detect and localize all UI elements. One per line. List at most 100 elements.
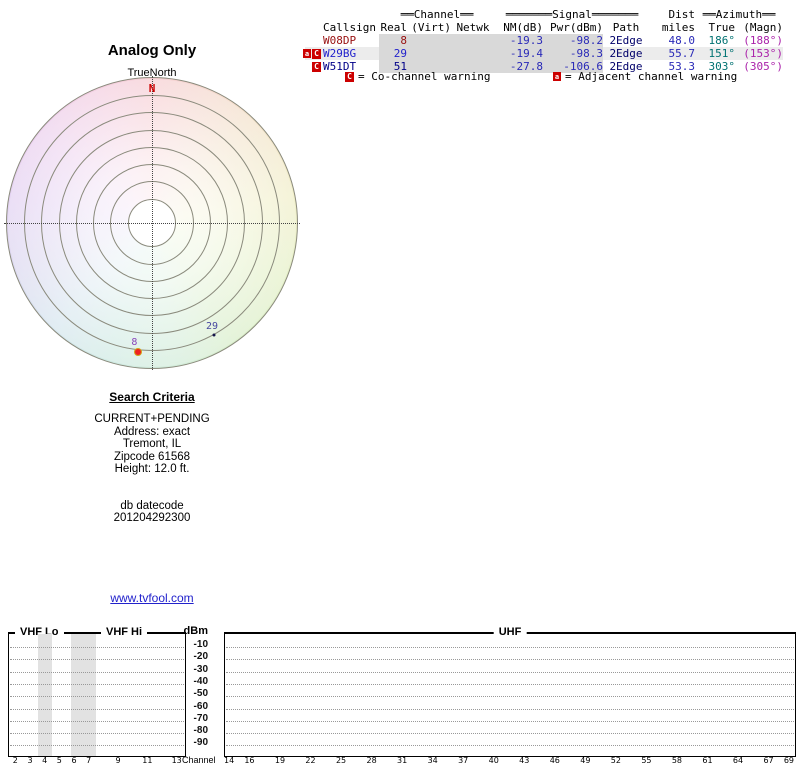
gridline <box>226 745 794 747</box>
gridline <box>10 733 184 735</box>
search-criteria-block: Search Criteria CURRENT+PENDING Address: … <box>32 390 272 525</box>
network-cell <box>451 60 495 73</box>
true-azimuth-cell: 151° <box>695 47 735 60</box>
channel-tick-label: 58 <box>671 756 683 765</box>
channel-tick-label: 19 <box>274 756 286 765</box>
column-header-cell: Path <box>612 21 640 34</box>
y-axis-tick-label: -40 <box>193 675 208 687</box>
table-group-header-row: ══Channel══ ═══════Signal═══════ Dist ══Azi… <box>305 8 783 21</box>
callsign-cell: W29BG <box>323 47 379 60</box>
channel-tick-label: 11 <box>142 756 153 765</box>
nm-db-cell: -19.3 <box>495 34 543 47</box>
table-row: C W51DT 51 -27.8 -106.6 2Edge 53.3 303° (305°) <box>305 60 783 73</box>
column-header-cell: Pwr(dBm) <box>550 21 603 34</box>
radar-crosshair-vertical <box>152 76 153 370</box>
channel-tick-label: 9 <box>115 756 121 765</box>
channel-tick-label: 22 <box>305 756 316 765</box>
channel-tick-label: 5 <box>56 756 62 765</box>
search-criteria-line: Height: 12.0 ft. <box>114 463 190 475</box>
legend-item: a = Adjacent channel warning <box>553 70 737 83</box>
vhf-hi-section-label: VHF Hi <box>101 626 148 638</box>
channel-tick-label: 40 <box>488 756 499 765</box>
search-criteria-line: Address: exact <box>113 425 191 438</box>
channel-tick-label: 52 <box>610 756 621 765</box>
real-channel-cell: 8 <box>379 34 407 47</box>
channel-tick-label: 31 <box>397 756 408 765</box>
distance-miles-cell: 48.0 <box>668 34 696 47</box>
y-axis-tick-label: -20 <box>193 651 208 663</box>
legend-text: = Co-channel warning <box>358 70 491 83</box>
adjacent-channel-warning-icon: a <box>553 72 561 81</box>
y-axis-tick-label: -80 <box>193 725 208 737</box>
gridline <box>226 733 794 735</box>
channel-tick-label: 2 <box>12 756 18 765</box>
distance-miles-cell: 55.7 <box>649 47 695 60</box>
column-header-cell: (Virt) <box>411 21 451 34</box>
gridline <box>10 647 184 648</box>
true-azimuth-cell: 186° <box>708 34 736 47</box>
tvfool-link[interactable]: www.tvfool.com <box>110 591 194 605</box>
path-cell: 2Edge <box>609 34 643 47</box>
column-header-cell: Netwk <box>456 21 490 34</box>
group-header-cell: Dist <box>668 8 696 21</box>
network-cell <box>451 47 495 60</box>
gridline <box>226 659 794 661</box>
y-axis-tick-label: -50 <box>193 688 208 700</box>
channel-tick-label: 7 <box>86 756 92 765</box>
co-channel-warning-icon: C <box>345 71 354 82</box>
spectrum-gap-band <box>71 634 97 756</box>
virtual-channel-cell <box>407 60 451 73</box>
channel-tick-label: 3 <box>27 756 33 765</box>
table-row: a C W29BG 29 -19.4 -98.3 2Edge 55.7 151° (153°) <box>303 47 783 60</box>
network-cell <box>451 34 495 47</box>
uhf-channel-ticks: 14 16 19 22 25 28 31 34 37 40 43 46 49 52 55 58 61 64 67 69 <box>224 756 794 766</box>
gridline <box>10 708 184 710</box>
signal-table: ══Channel══ ═══════Signal═══════ Dist ══Azi… <box>303 8 783 73</box>
y-axis-tick-label: -30 <box>193 663 208 675</box>
vhf-channel-ticks: 2 3 4 5 6 7 9 11 13 <box>8 756 184 766</box>
db-datecode-block: db datecode 201204292300 <box>32 500 272 525</box>
uhf-chart-panel: UHF <box>224 626 796 757</box>
channel-tick-label: 28 <box>366 756 377 765</box>
gridline <box>226 720 794 722</box>
magnetic-azimuth-cell: (153°) <box>735 47 783 60</box>
radar-title: Analog Only <box>107 42 197 59</box>
true-azimuth-cell: 303° <box>708 60 736 73</box>
channel-tick-label: 69 <box>783 756 794 765</box>
y-axis-tick-label: -70 <box>193 712 208 724</box>
gridline <box>10 659 184 661</box>
column-header-cell: True <box>708 21 736 34</box>
uhf-section-label: UHF <box>493 626 527 638</box>
group-header-cell: ══Channel══ <box>400 8 474 21</box>
channel-tick-label: 61 <box>702 756 713 765</box>
pwr-dbm-cell: -98.2 <box>543 34 603 47</box>
adjacent-channel-warning-icon: a <box>303 49 311 58</box>
channel-tick-label: 16 <box>244 756 255 765</box>
group-header-cell: ═══════Signal═══════ <box>505 8 639 21</box>
y-axis-tick-label: -60 <box>193 700 208 712</box>
pwr-dbm-cell: -98.3 <box>543 47 603 60</box>
channel-tick-label: 46 <box>549 756 560 765</box>
table-column-header-row: Callsign Real (Virt) Netwk NM(dB) Pwr(dBm) Pat… <box>305 21 783 34</box>
search-criteria-lines: CURRENT+PENDING Address: exact Tremont, IL… <box>32 413 272 476</box>
spectrum-gap-band <box>38 634 53 756</box>
gridline <box>226 647 794 648</box>
column-header-cell: Real <box>380 21 408 34</box>
gridline <box>226 708 794 710</box>
table-row: W08DP 8 -19.3 -98.2 2Edge 48.0 186° (188°) <box>305 34 783 47</box>
channel-tick-label: 14 <box>223 756 235 765</box>
gridline <box>10 683 184 685</box>
pwr-dbm-cell: -106.6 <box>543 60 603 73</box>
vhf-chart-panel: VHF Lo VHF Hi <box>8 626 186 757</box>
datecode-line: 201204292300 <box>113 512 191 524</box>
real-channel-cell: 51 <box>379 60 407 73</box>
nm-db-cell: -27.8 <box>495 60 543 73</box>
true-north-label: TrueNorth <box>127 67 177 79</box>
warning-cell: C <box>305 60 323 73</box>
y-axis-tick-label: -10 <box>193 639 208 650</box>
channel-tick-label: 13 <box>171 756 182 765</box>
channel-tick-label: 6 <box>71 756 77 765</box>
search-criteria-line: Zipcode 61568 <box>113 450 191 463</box>
